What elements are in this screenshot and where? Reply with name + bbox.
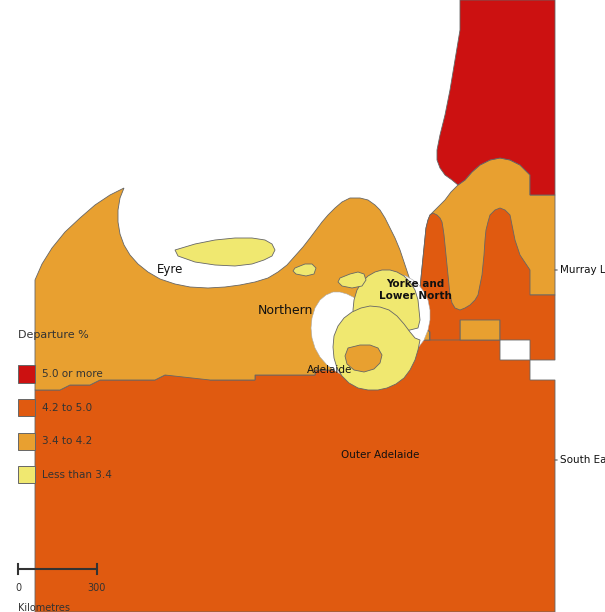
Polygon shape — [293, 264, 316, 276]
Polygon shape — [338, 272, 366, 288]
Text: Northern: Northern — [257, 304, 313, 316]
Polygon shape — [345, 345, 382, 372]
Text: 300: 300 — [88, 583, 106, 592]
Bar — [18, 466, 35, 483]
Text: Less than 3.4: Less than 3.4 — [42, 470, 112, 480]
Text: Eyre: Eyre — [157, 264, 183, 277]
Polygon shape — [418, 208, 555, 360]
Text: Outer Adelaide: Outer Adelaide — [341, 450, 419, 460]
Polygon shape — [333, 306, 420, 390]
Polygon shape — [437, 0, 555, 195]
Polygon shape — [311, 292, 374, 378]
Bar — [18, 433, 35, 450]
Text: Adelaide: Adelaide — [307, 365, 353, 375]
Text: Murray Lands: Murray Lands — [555, 265, 605, 275]
Polygon shape — [35, 320, 555, 612]
Polygon shape — [418, 158, 555, 340]
Polygon shape — [369, 274, 430, 355]
Polygon shape — [175, 238, 275, 266]
Bar — [18, 399, 35, 416]
Text: 5.0 or more: 5.0 or more — [42, 369, 103, 379]
Text: Yorke and
Lower North: Yorke and Lower North — [379, 279, 451, 301]
Text: South East: South East — [555, 455, 605, 465]
Text: Kilometres: Kilometres — [18, 603, 70, 612]
Text: 4.2 to 5.0: 4.2 to 5.0 — [42, 403, 93, 412]
Bar — [18, 365, 35, 382]
Polygon shape — [35, 188, 430, 390]
Text: 0: 0 — [15, 583, 21, 592]
Text: 3.4 to 4.2: 3.4 to 4.2 — [42, 436, 93, 446]
Text: Departure %: Departure % — [18, 330, 89, 340]
Polygon shape — [353, 270, 420, 340]
